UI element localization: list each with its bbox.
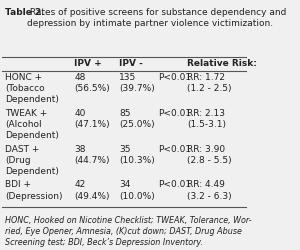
Text: DAST +
(Drug
Dependent): DAST + (Drug Dependent) bbox=[5, 144, 59, 176]
Text: RR: 4.49
(3.2 - 6.3): RR: 4.49 (3.2 - 6.3) bbox=[188, 180, 232, 201]
Text: 35
(10.3%): 35 (10.3%) bbox=[119, 144, 155, 165]
Text: Table 2.: Table 2. bbox=[5, 8, 45, 17]
Text: IPV +: IPV + bbox=[74, 59, 102, 68]
Text: RR: 2.13
(1.5-3.1): RR: 2.13 (1.5-3.1) bbox=[188, 109, 226, 129]
Text: BDI +
(Depression): BDI + (Depression) bbox=[5, 180, 62, 201]
Text: P<0.01: P<0.01 bbox=[158, 144, 191, 154]
Text: RR: 3.90
(2.8 - 5.5): RR: 3.90 (2.8 - 5.5) bbox=[188, 144, 232, 165]
Text: 42
(49.4%): 42 (49.4%) bbox=[74, 180, 110, 201]
Text: P<0.01: P<0.01 bbox=[158, 73, 191, 82]
Text: Relative Risk:: Relative Risk: bbox=[188, 59, 257, 68]
Text: IPV -: IPV - bbox=[119, 59, 143, 68]
Text: 48
(56.5%): 48 (56.5%) bbox=[74, 73, 110, 93]
Text: HONC, Hooked on Nicotine Checklist; TWEAK, Tolerance, Wor-
ried, Eye Opener, Amn: HONC, Hooked on Nicotine Checklist; TWEA… bbox=[5, 216, 252, 248]
Text: HONC +
(Tobacco
Dependent): HONC + (Tobacco Dependent) bbox=[5, 73, 59, 104]
Text: 85
(25.0%): 85 (25.0%) bbox=[119, 109, 155, 129]
Text: 38
(44.7%): 38 (44.7%) bbox=[74, 144, 110, 165]
Text: P<0.01: P<0.01 bbox=[158, 109, 191, 118]
Text: 40
(47.1%): 40 (47.1%) bbox=[74, 109, 110, 129]
Text: TWEAK +
(Alcohol
Dependent): TWEAK + (Alcohol Dependent) bbox=[5, 109, 59, 140]
Text: 34
(10.0%): 34 (10.0%) bbox=[119, 180, 155, 201]
Text: 135
(39.7%): 135 (39.7%) bbox=[119, 73, 155, 93]
Text: RR: 1.72
(1.2 - 2.5): RR: 1.72 (1.2 - 2.5) bbox=[188, 73, 232, 93]
Text: Rates of positive screens for substance dependency and
depression by intimate pa: Rates of positive screens for substance … bbox=[27, 8, 286, 28]
Text: P<0.01: P<0.01 bbox=[158, 180, 191, 190]
